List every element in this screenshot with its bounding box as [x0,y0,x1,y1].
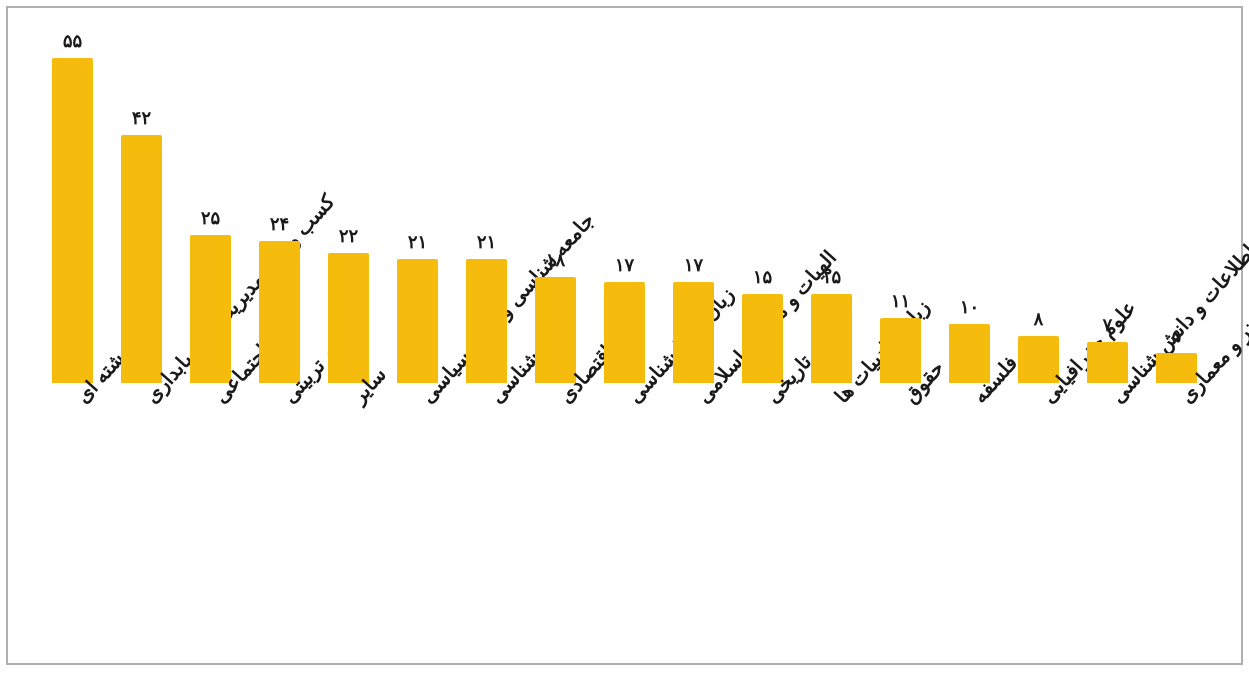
bar-value-label: ۷ [1073,315,1142,336]
bar-value-label: ۸ [1004,309,1073,330]
bar-value-label: ۱۸ [521,250,590,271]
bar-slot: ۱۷الهیات و معارف اسلامی [659,28,728,383]
bar-slot: ۱۱حقوق [866,28,935,383]
bar-slot: ۵هنر و معماری [1142,28,1211,383]
bar-value-label: ۵ [1142,326,1211,347]
bar-value-label: ۲۱ [383,232,452,253]
plot-area: ۵۵چند رشته ای۴۲کسب و کار، مدیریت و حسابد… [38,28,1211,383]
bar-value-label: ۱۱ [866,291,935,312]
bar-slot: ۲۱جامعه شناسی و علوم سیاسی [383,28,452,383]
bar-value-label: ۵۵ [38,31,107,52]
bar-value-label: ۱۷ [590,255,659,276]
bar-slot: ۱۵زبان و ادبیات ها [797,28,866,383]
bar [52,58,93,383]
bar [190,235,231,383]
bar-value-label: ۲۵ [176,208,245,229]
bar-slot: ۲۲سایر [314,28,383,383]
bar-slot: ۴۲کسب و کار، مدیریت و حسابداری [107,28,176,383]
bar [535,277,576,384]
bar-slot: ۱۷زبان و زبانشناسی [590,28,659,383]
bar-slot: ۱۸علوم اقتصادی [521,28,590,383]
bar-slot: ۱۵علوم تاریخی [728,28,797,383]
chart-frame: ۵۵چند رشته ای۴۲کسب و کار، مدیریت و حسابد… [6,6,1243,665]
bar [673,282,714,383]
bar-slot: ۲۱روان شناسی [452,28,521,383]
bar-slot: ۸علوم جغرافیایی [1004,28,1073,383]
bar [121,135,162,384]
bar [328,253,369,383]
bar-value-label: ۱۵ [728,267,797,288]
bar-value-label: ۱۰ [935,297,1004,318]
bars-row: ۵۵چند رشته ای۴۲کسب و کار، مدیریت و حسابد… [38,28,1211,383]
bar [466,259,507,383]
bar [604,282,645,383]
bar-value-label: ۱۷ [659,255,728,276]
bar-slot: ۲۵علوم اجتماعی [176,28,245,383]
bar [742,294,783,383]
bar-slot: ۲۴علوم تربیتی [245,28,314,383]
bar [259,241,300,383]
bar-value-label: ۴۲ [107,108,176,129]
bar-slot: ۵۵چند رشته ای [38,28,107,383]
bar-slot: ۷علم اطلاعات و دانش شناسی [1073,28,1142,383]
bar-slot: ۱۰فلسفه [935,28,1004,383]
bar [811,294,852,383]
bar-value-label: ۲۱ [452,232,521,253]
bar [397,259,438,383]
bar-value-label: ۲۴ [245,214,314,235]
bar-value-label: ۲۲ [314,226,383,247]
bar-value-label: ۱۵ [797,267,866,288]
